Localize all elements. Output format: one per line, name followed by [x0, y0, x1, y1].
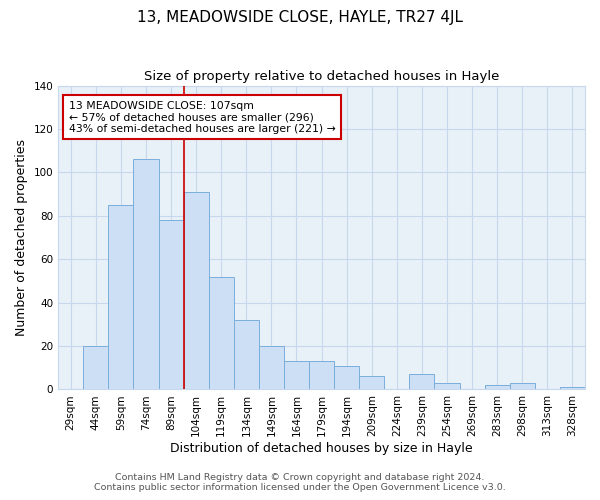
- X-axis label: Distribution of detached houses by size in Hayle: Distribution of detached houses by size …: [170, 442, 473, 455]
- Y-axis label: Number of detached properties: Number of detached properties: [15, 139, 28, 336]
- Bar: [234, 320, 259, 390]
- Bar: [510, 383, 535, 390]
- Bar: [209, 276, 234, 390]
- Bar: [409, 374, 434, 390]
- Bar: [485, 385, 510, 390]
- Bar: [560, 388, 585, 390]
- Bar: [434, 383, 460, 390]
- Bar: [309, 361, 334, 390]
- Bar: [109, 205, 133, 390]
- Bar: [133, 160, 158, 390]
- Bar: [259, 346, 284, 390]
- Text: 13 MEADOWSIDE CLOSE: 107sqm
← 57% of detached houses are smaller (296)
43% of se: 13 MEADOWSIDE CLOSE: 107sqm ← 57% of det…: [69, 101, 335, 134]
- Text: 13, MEADOWSIDE CLOSE, HAYLE, TR27 4JL: 13, MEADOWSIDE CLOSE, HAYLE, TR27 4JL: [137, 10, 463, 25]
- Bar: [284, 361, 309, 390]
- Bar: [83, 346, 109, 390]
- Bar: [158, 220, 184, 390]
- Bar: [334, 366, 359, 390]
- Bar: [359, 376, 385, 390]
- Text: Contains HM Land Registry data © Crown copyright and database right 2024.
Contai: Contains HM Land Registry data © Crown c…: [94, 473, 506, 492]
- Bar: [184, 192, 209, 390]
- Title: Size of property relative to detached houses in Hayle: Size of property relative to detached ho…: [144, 70, 499, 83]
